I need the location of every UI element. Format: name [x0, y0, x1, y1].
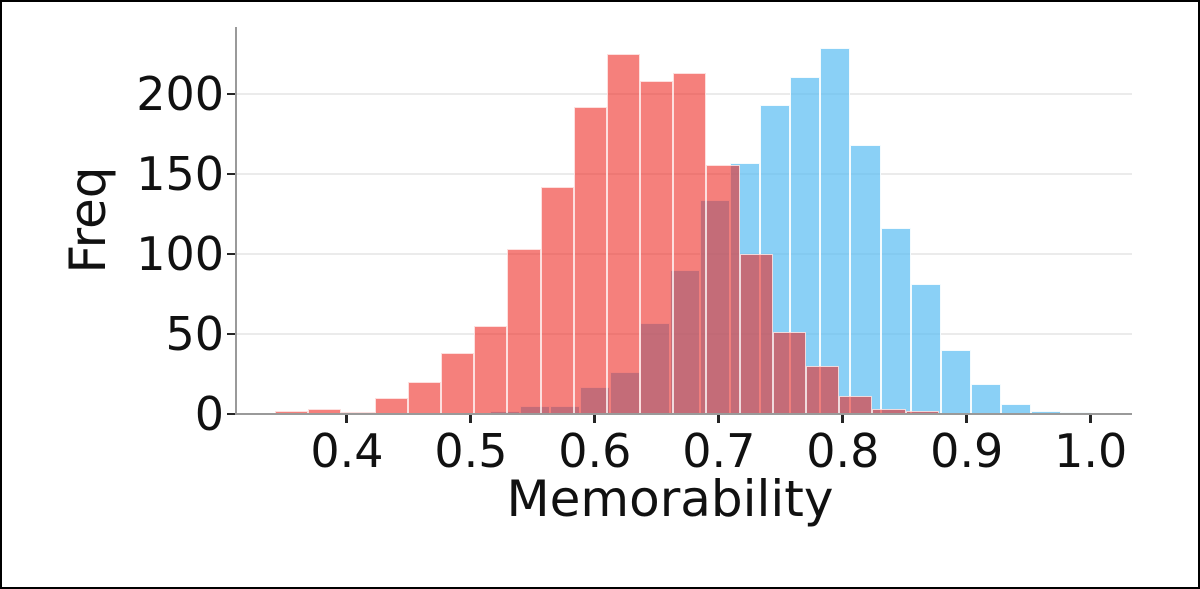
- y-tick-label: 150: [136, 147, 224, 202]
- x-tick: [345, 415, 349, 423]
- y-tick-label: 50: [165, 307, 224, 362]
- histogram-bar-red: [474, 326, 508, 414]
- y-tick: [227, 173, 235, 176]
- y-tick: [227, 253, 235, 256]
- histogram-bar-red: [507, 249, 541, 414]
- x-axis-label: Memorability: [506, 470, 834, 528]
- histogram-bar-blue: [1030, 410, 1061, 414]
- histogram-bar-red: [806, 366, 840, 414]
- histogram-bar-red: [772, 332, 806, 414]
- histogram-bar-red: [374, 398, 408, 414]
- x-tick: [469, 415, 473, 423]
- y-axis-label: Freq: [59, 166, 117, 274]
- histogram-bar-blue: [940, 350, 971, 414]
- histogram-bar-red: [739, 254, 773, 414]
- x-tick: [965, 415, 969, 423]
- histogram-bar-red: [308, 409, 342, 414]
- x-tick-label: 0.4: [310, 424, 384, 478]
- x-tick: [1089, 415, 1093, 423]
- x-tick-label: 0.6: [558, 424, 632, 478]
- y-tick: [227, 333, 235, 336]
- histogram-bar-blue: [880, 228, 911, 414]
- histogram-bar-red: [573, 106, 607, 414]
- x-tick-label: 0.9: [930, 424, 1004, 478]
- x-tick-label: 0.7: [682, 424, 756, 478]
- histogram-bar-blue: [1000, 404, 1031, 414]
- histogram-bar-blue: [820, 47, 851, 414]
- histogram-bar-blue: [910, 284, 941, 414]
- histogram-bar-red: [275, 410, 309, 414]
- x-axis-line: [235, 413, 1132, 415]
- x-tick: [717, 415, 721, 423]
- x-tick: [593, 415, 597, 423]
- y-tick-label: 100: [136, 227, 224, 282]
- x-tick-label: 0.8: [806, 424, 880, 478]
- x-tick-label: 1.0: [1054, 424, 1128, 478]
- y-tick: [227, 413, 235, 415]
- histogram-bar-blue: [970, 383, 1001, 414]
- histogram-bar-red: [440, 353, 475, 414]
- y-tick-label: 0: [194, 387, 224, 441]
- histogram-bar-red: [407, 382, 441, 414]
- histogram-bar-red: [839, 396, 873, 414]
- histogram-bar-red: [706, 164, 740, 414]
- histogram-bar-red: [606, 54, 641, 414]
- x-tick-label: 0.5: [434, 424, 508, 478]
- x-tick: [841, 415, 845, 423]
- histogram-bar-red: [640, 81, 674, 414]
- histogram-bar-red: [872, 409, 906, 414]
- histogram-bar-blue: [790, 76, 821, 414]
- y-axis-line: [235, 27, 237, 415]
- histogram-bar-red: [673, 73, 707, 414]
- y-tick: [227, 93, 235, 96]
- histogram-bar-blue: [850, 145, 881, 414]
- histogram-bar-red: [540, 186, 574, 414]
- y-tick-label: 200: [136, 67, 224, 122]
- histogram-bar-red: [905, 410, 939, 414]
